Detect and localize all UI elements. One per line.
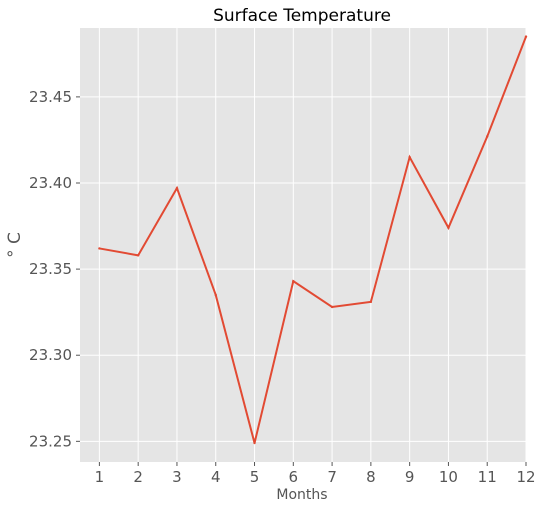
- x-tick-label: 6: [289, 468, 299, 486]
- x-tick-label: 10: [439, 468, 458, 486]
- data-point: [292, 279, 295, 283]
- y-tick-label: 23.25: [29, 432, 72, 450]
- x-tick-label: 7: [327, 468, 337, 486]
- x-axis-ticks: 1 2 3 4 5 6 7 8 9 10 11 12: [95, 462, 536, 486]
- x-tick-label: 3: [172, 468, 182, 486]
- data-point: [136, 254, 140, 257]
- grid-lines: [80, 28, 527, 462]
- data-point: [486, 135, 489, 138]
- series-layer: [98, 35, 528, 445]
- data-point: [524, 35, 528, 38]
- y-tick-label: 23.45: [29, 88, 72, 106]
- x-tick-label: 11: [478, 468, 497, 486]
- x-tick-label: 4: [211, 468, 221, 486]
- plot-background: [80, 28, 526, 462]
- x-tick-label: 1: [95, 468, 105, 486]
- x-axis-label: Months: [276, 487, 327, 503]
- y-axis-label: ° C: [5, 232, 25, 258]
- chart-title: Surface Temperature: [213, 6, 391, 26]
- y-tick-label: 23.35: [29, 260, 72, 278]
- y-tick-label: 23.30: [29, 346, 72, 364]
- y-axis-ticks: 23.25 23.30 23.35 23.40 23.45: [29, 88, 80, 450]
- data-point: [98, 247, 101, 250]
- data-point: [369, 300, 373, 304]
- data-point: [447, 226, 450, 229]
- x-tick-label: 5: [250, 468, 260, 486]
- x-tick-label: 2: [133, 468, 143, 486]
- data-point: [408, 155, 411, 159]
- x-tick-label: 12: [516, 468, 535, 486]
- y-tick-label: 23.40: [29, 174, 72, 192]
- x-tick-label: 9: [405, 468, 415, 486]
- x-tick-label: 8: [366, 468, 376, 486]
- series-line-0: [99, 36, 527, 444]
- data-point: [175, 186, 179, 190]
- data-point: [253, 441, 256, 445]
- data-point: [214, 293, 217, 297]
- data-point: [330, 305, 334, 309]
